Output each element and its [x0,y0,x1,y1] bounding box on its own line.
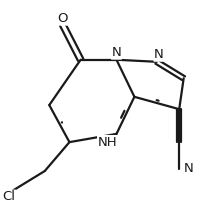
Text: N: N [112,46,121,59]
Text: NH: NH [98,136,117,149]
Text: O: O [58,12,68,25]
Text: N: N [183,162,193,176]
Text: Cl: Cl [2,190,15,203]
Text: N: N [154,48,164,61]
